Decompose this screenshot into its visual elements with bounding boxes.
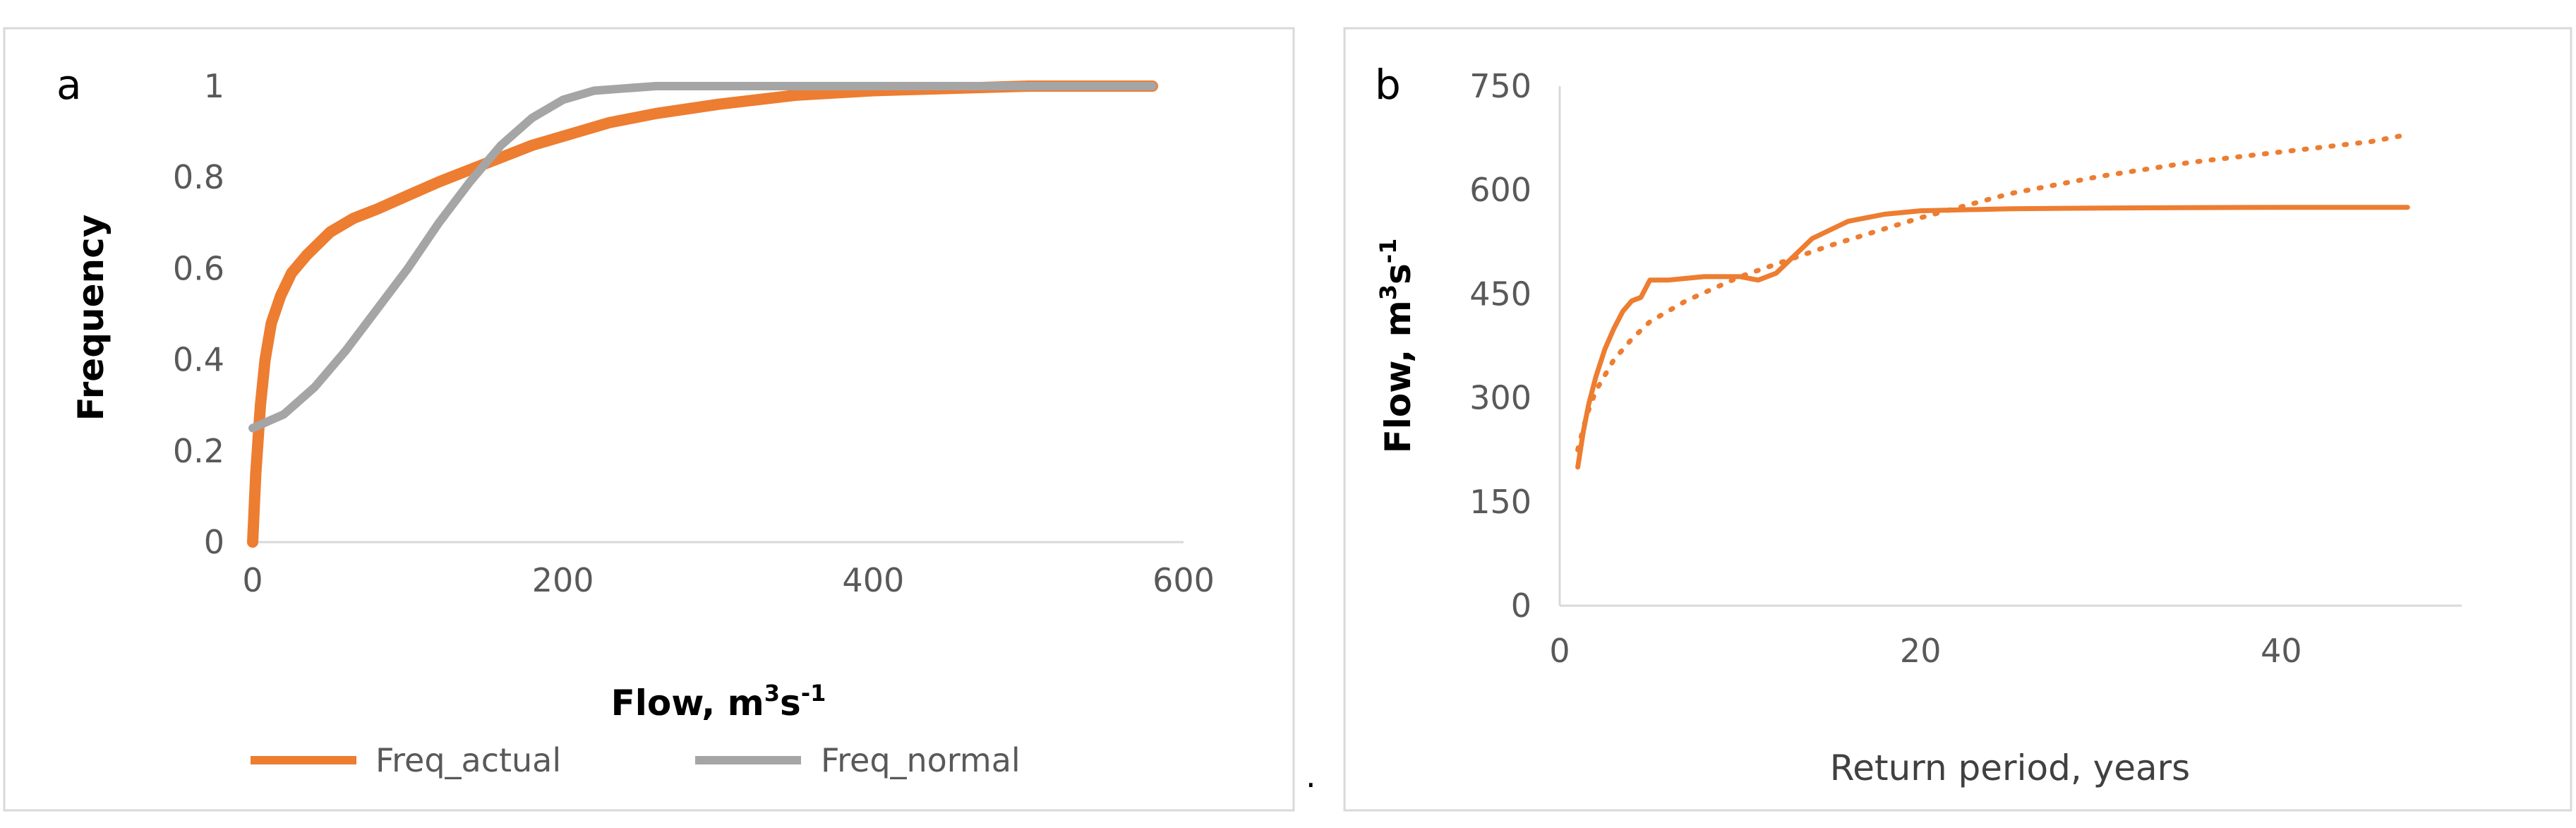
chart-a-y-tick-label: 0.8 xyxy=(173,158,224,196)
chart-b-y-axis-title-sup1: 3 xyxy=(1375,284,1402,300)
legend-label-freq-actual: Freq_actual xyxy=(375,741,561,779)
chart-a-y-tick-label: 0.4 xyxy=(173,341,224,379)
chart-b-y-tick-label: 750 xyxy=(1469,67,1531,105)
chart-a-legend: Freq_actual Freq_normal xyxy=(251,741,1021,779)
chart-b-y-tick-label: 0 xyxy=(1511,587,1531,625)
chart-b-x-tick-label: 20 xyxy=(1900,632,1942,670)
legend-label-freq-normal: Freq_normal xyxy=(821,741,1021,779)
panel-a-frame xyxy=(3,27,1295,812)
chart-a-x-ticks: 0 200 400 600 xyxy=(242,561,1215,599)
chart-a-x-tick-label: 600 xyxy=(1152,561,1215,599)
chart-b-y-axis-title: Flow, m3s-1 xyxy=(1375,239,1419,454)
chart-a-series xyxy=(247,80,1158,548)
panel-a-label: a xyxy=(56,61,82,109)
chart-b-x-axis-title: Return period, years xyxy=(1830,748,2190,788)
chart-b: b 0 150 300 450 600 750 0 20 40 Flow, m3s-1 Ret… xyxy=(1375,61,2462,788)
chart-a-x-axis-title-mid: s xyxy=(780,683,801,724)
stray-mark: . xyxy=(1306,757,1316,795)
chart-b-y-tick-label: 150 xyxy=(1469,483,1531,521)
chart-a-y-tick-label: 0.2 xyxy=(173,432,224,470)
chart-a-y-tick-label: 0.6 xyxy=(173,249,224,287)
chart-b-y-axis-title-sup2: -1 xyxy=(1375,239,1402,264)
chart-b-y-tick-label: 450 xyxy=(1469,275,1531,313)
chart-a-y-ticks: 0 0.2 0.4 0.6 0.8 1 xyxy=(173,67,224,561)
chart-b-x-tick-label: 0 xyxy=(1549,632,1570,670)
chart-b-y-ticks: 0 150 300 450 600 750 xyxy=(1469,67,1531,625)
chart-b-y-axis-title-mid: s xyxy=(1378,263,1419,284)
chart-b-y-tick-label: 600 xyxy=(1469,171,1531,209)
chart-b-series-line-0 xyxy=(1575,205,2410,470)
chart-a-x-tick-label: 400 xyxy=(842,561,904,599)
chart-a-x-tick-label: 0 xyxy=(242,561,263,599)
chart-b-series xyxy=(1575,132,2410,470)
chart-a-y-axis-title: Frequency xyxy=(71,215,112,421)
chart-a-y-tick-label: 1 xyxy=(204,67,224,105)
chart-b-x-ticks: 0 20 40 xyxy=(1549,632,2301,670)
chart-b-series-line-1 xyxy=(1575,132,2410,452)
chart-a-x-axis-title: Flow, m3s-1 xyxy=(611,680,826,724)
chart-a: a 0 0.2 0.4 0.6 0.8 1 0 200 400 600 Frequency Fl… xyxy=(56,61,1215,779)
chart-a-x-axis-title-main: Flow, m xyxy=(611,683,764,724)
chart-a-x-axis-title-sup2: -1 xyxy=(801,680,826,707)
chart-a-y-tick-label: 0 xyxy=(204,523,224,561)
chart-b-y-axis-title-main: Flow, m xyxy=(1378,300,1419,453)
chart-a-series-line-1 xyxy=(248,82,1157,433)
chart-b-x-tick-label: 40 xyxy=(2261,632,2302,670)
chart-a-series-line-0 xyxy=(247,80,1158,548)
chart-b-y-tick-label: 300 xyxy=(1469,379,1531,417)
chart-a-x-axis-title-sup1: 3 xyxy=(764,680,780,707)
chart-a-x-tick-label: 200 xyxy=(532,561,594,599)
panel-b-label: b xyxy=(1375,61,1401,109)
panel-b-frame xyxy=(1343,27,2572,812)
